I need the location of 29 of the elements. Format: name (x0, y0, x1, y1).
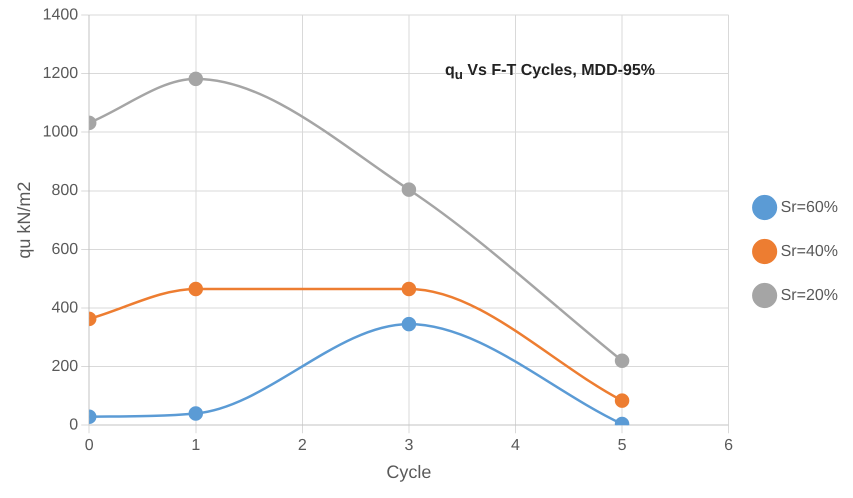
point (188, 72, 204, 86)
x-tick-label: 5 (618, 437, 627, 454)
point (614, 393, 630, 408)
y-tick-label: 1000 (42, 124, 78, 141)
y-tick-label: 1400 (42, 6, 78, 24)
x-tick-label: 3 (404, 437, 414, 454)
text: q$_{u}$ Vs F-T Cycles, MDD-95% (445, 62, 655, 82)
legend-label: Sr=60% (780, 198, 838, 216)
point (402, 316, 416, 332)
x-tick-label: 0 (84, 437, 94, 454)
legend-label: Sr=20% (780, 286, 838, 304)
y-tick-label: 800 (51, 182, 78, 200)
x-tick-label: 6 (724, 437, 734, 454)
x-tick-label: 4 (511, 437, 520, 454)
point (402, 182, 416, 197)
y-axis-title: qu kN/m2 (14, 182, 34, 259)
x-tick-label: 2 (298, 437, 307, 454)
point (188, 406, 204, 421)
y-tick-label: 0 (69, 416, 78, 434)
y-tick-label: 200 (51, 358, 78, 376)
y-tick-label: 600 (51, 240, 78, 258)
point (614, 353, 630, 368)
x-axis-title: Cycle (386, 462, 432, 482)
legend-label: Sr=40% (780, 242, 838, 260)
point (188, 282, 204, 296)
point (402, 282, 416, 296)
y-tick-label: 1200 (42, 65, 78, 82)
y-tick-label: 400 (51, 299, 78, 316)
x-tick-label: 1 (191, 437, 200, 454)
